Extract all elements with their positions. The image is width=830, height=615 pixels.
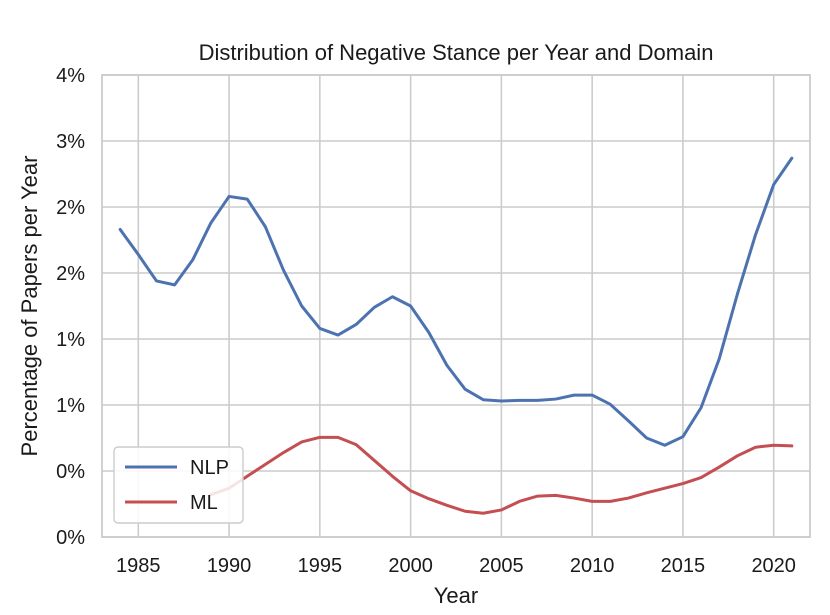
- y-axis-label: Percentage of Papers per Year: [17, 156, 42, 457]
- chart-title: Distribution of Negative Stance per Year…: [199, 40, 714, 65]
- y-tick-labels: 0% 0% 1% 1% 2% 2% 3% 4%: [56, 65, 85, 549]
- x-axis-label: Year: [434, 583, 478, 608]
- x-tick-labels: 1985 1990 1995 2000 2005 2010 2015 2020: [116, 555, 796, 577]
- x-tick-label: 2005: [479, 555, 524, 577]
- x-tick-label: 1990: [207, 555, 252, 577]
- y-tick-label: 1%: [56, 395, 85, 417]
- y-tick-label: 2%: [56, 263, 85, 285]
- series-line-ml: [209, 435, 794, 515]
- y-tick-label: 4%: [56, 65, 85, 87]
- legend: NLP ML: [113, 446, 244, 524]
- plot-frame: [101, 74, 811, 538]
- y-tick-label: 2%: [56, 197, 85, 219]
- legend-label-nlp: NLP: [190, 457, 229, 479]
- y-tick-label: 3%: [56, 131, 85, 153]
- x-tick-label: 2000: [388, 555, 433, 577]
- x-tick-label: 2020: [751, 555, 796, 577]
- series-line-nlp: [118, 156, 794, 447]
- x-tick-label: 2010: [570, 555, 615, 577]
- grid-layer: [102, 74, 810, 538]
- x-tick-label: 1995: [298, 555, 343, 577]
- x-tick-label: 2015: [661, 555, 706, 577]
- series-layer: [118, 156, 794, 515]
- legend-label-ml: ML: [190, 492, 218, 514]
- x-tick-label: 1985: [116, 555, 161, 577]
- y-tick-label: 1%: [56, 329, 85, 351]
- y-tick-label: 0%: [56, 461, 85, 483]
- y-tick-label: 0%: [56, 527, 85, 549]
